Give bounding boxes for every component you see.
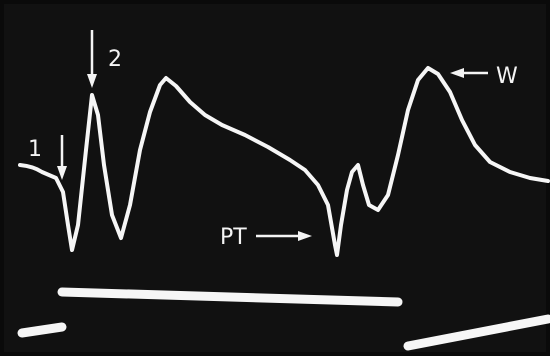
marker-2-label: 2 (108, 47, 122, 72)
baseline-bar-left (22, 327, 62, 333)
w-label: W (496, 64, 518, 89)
pt-label: PT (220, 225, 247, 250)
marker-1-label: 1 (28, 137, 42, 162)
oscilloscope-photo: 1 2 PT W (0, 0, 550, 356)
